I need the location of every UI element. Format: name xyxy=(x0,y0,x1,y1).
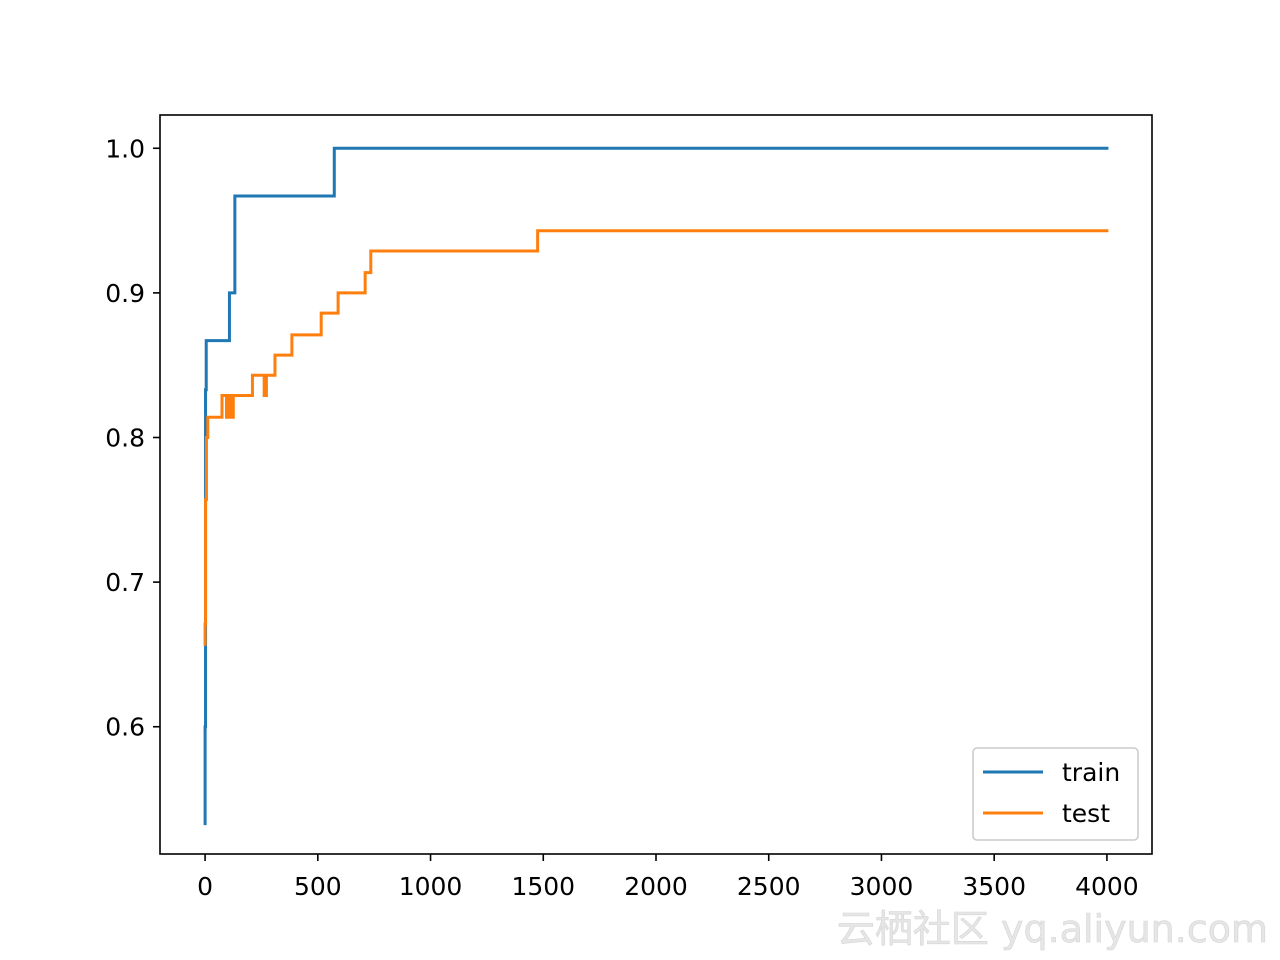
x-tick-label: 3500 xyxy=(962,872,1026,901)
y-ticks: 0.6 0.7 0.8 0.9 1.0 xyxy=(105,134,160,742)
x-tick-label: 2500 xyxy=(737,872,801,901)
x-ticks: 0 500 1000 1500 2000 2500 3000 3500 4000 xyxy=(197,854,1139,901)
y-tick-label: 0.7 xyxy=(105,568,145,597)
series-line-train xyxy=(203,146,1109,826)
y-tick-label: 0.9 xyxy=(105,279,145,308)
x-tick-label: 3000 xyxy=(850,872,914,901)
legend-label-train: train xyxy=(1062,758,1120,787)
legend-label-test: test xyxy=(1062,799,1110,828)
series-line-test xyxy=(203,229,1109,646)
watermark-text: 云栖社区 yq.aliyun.com xyxy=(837,907,1268,951)
x-tick-label: 500 xyxy=(294,872,342,901)
x-tick-label: 1000 xyxy=(399,872,463,901)
series-lines xyxy=(203,146,1109,826)
x-tick-label: 4000 xyxy=(1075,872,1139,901)
x-tick-label: 0 xyxy=(197,872,213,901)
x-tick-label: 2000 xyxy=(624,872,688,901)
legend: train test xyxy=(972,747,1139,841)
y-tick-label: 0.8 xyxy=(105,423,145,452)
y-tick-label: 1.0 xyxy=(105,134,145,163)
x-tick-label: 1500 xyxy=(511,872,575,901)
y-tick-label: 0.6 xyxy=(105,713,145,742)
plot-frame xyxy=(159,114,1153,855)
